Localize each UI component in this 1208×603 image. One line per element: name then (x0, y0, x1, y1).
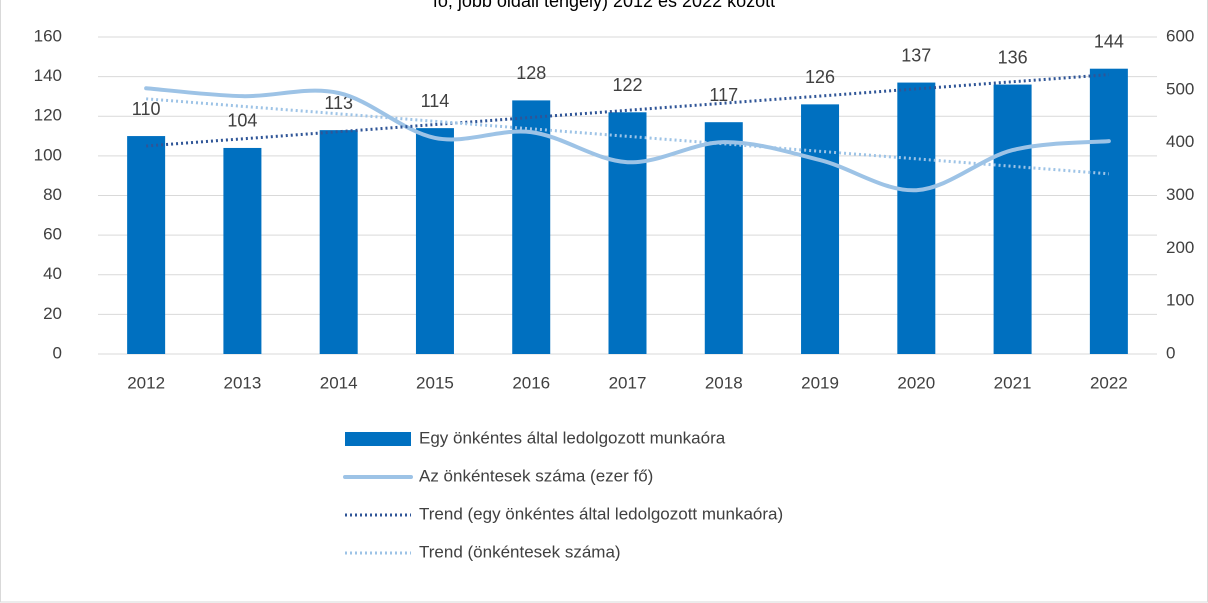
y2-tick-label: 400 (1166, 132, 1194, 151)
y-tick-label: 160 (34, 26, 62, 45)
y2-tick-label: 500 (1166, 79, 1194, 98)
bar (801, 104, 840, 354)
data-label: 126 (805, 67, 835, 87)
x-tick-label: 2016 (512, 373, 550, 392)
bar (415, 128, 454, 354)
data-label: 110 (132, 99, 161, 119)
y-tick-label: 80 (43, 185, 62, 204)
bar (319, 130, 358, 354)
y-tick-label: 140 (34, 66, 62, 85)
data-label: 114 (421, 91, 450, 111)
x-tick-label: 2020 (897, 373, 935, 392)
y-tick-label: 60 (43, 225, 62, 244)
bar (993, 84, 1032, 355)
bar (1089, 68, 1128, 354)
legend-label: Az önkéntesek száma (ezer fő) (419, 466, 653, 485)
y2-tick-label: 300 (1166, 185, 1194, 204)
bar (897, 82, 936, 354)
data-label: 136 (998, 47, 1028, 67)
x-tick-label: 2019 (801, 373, 839, 392)
bar (608, 112, 647, 354)
y-tick-label: 20 (43, 304, 62, 323)
bar (704, 122, 743, 354)
y-tick-label: 0 (53, 343, 62, 362)
data-label: 144 (1094, 31, 1124, 51)
trend-line (146, 97, 1109, 176)
y2-tick-label: 600 (1166, 26, 1194, 45)
y-tick-label: 40 (43, 264, 62, 283)
data-label: 104 (227, 111, 257, 131)
y-tick-label: 120 (34, 106, 62, 125)
y2-tick-label: 200 (1166, 238, 1194, 257)
x-tick-label: 2017 (609, 373, 647, 392)
bar (127, 136, 166, 354)
x-tick-label: 2014 (320, 373, 358, 392)
trend-line (146, 73, 1109, 148)
legend-swatch (345, 432, 411, 446)
y-tick-label: 100 (34, 145, 62, 164)
line (144, 86, 1111, 193)
x-tick-label: 2021 (994, 373, 1032, 392)
x-tick-label: 2018 (705, 373, 743, 392)
x-tick-label: 2013 (223, 373, 261, 392)
bar (512, 100, 551, 355)
data-label: 117 (709, 85, 738, 105)
bar (223, 147, 262, 354)
y2-tick-label: 100 (1166, 291, 1194, 310)
data-label: 137 (901, 45, 931, 65)
x-tick-label: 2022 (1090, 373, 1128, 392)
data-label: 113 (324, 93, 353, 113)
legend-label: Trend (önkéntesek száma) (419, 542, 621, 561)
data-label: 122 (612, 75, 642, 95)
legend-label: Egy önkéntes által ledolgozott munkaóra (419, 428, 726, 447)
legend-label: Trend (egy önkéntes által ledolgozott mu… (419, 504, 783, 523)
x-tick-label: 2012 (127, 373, 165, 392)
x-tick-label: 2015 (416, 373, 454, 392)
chart-title: fő, jobb oldali tengely) 2012 és 2022 kö… (433, 0, 775, 11)
y2-tick-label: 0 (1166, 343, 1175, 362)
data-label: 128 (516, 63, 546, 83)
